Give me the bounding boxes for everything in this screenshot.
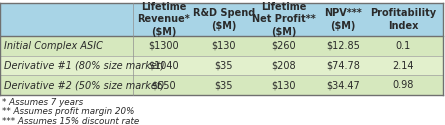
Text: 0.98: 0.98 [392, 80, 414, 90]
Text: $12.85: $12.85 [326, 41, 360, 51]
FancyBboxPatch shape [0, 76, 443, 95]
Text: Initial Complex ASIC: Initial Complex ASIC [4, 41, 103, 51]
Text: $1300: $1300 [149, 41, 179, 51]
Text: ** Assumes profit margin 20%: ** Assumes profit margin 20% [2, 107, 135, 116]
Text: $650: $650 [152, 80, 176, 90]
Text: Lifetime
Revenue*
($M): Lifetime Revenue* ($M) [138, 2, 190, 37]
FancyBboxPatch shape [0, 3, 443, 36]
Text: Lifetime
Net Profit**
($M): Lifetime Net Profit** ($M) [251, 2, 316, 37]
Text: $74.78: $74.78 [326, 60, 360, 70]
Text: Profitability
Index: Profitability Index [370, 8, 436, 31]
Text: Derivative #2 (50% size market): Derivative #2 (50% size market) [4, 80, 165, 90]
FancyBboxPatch shape [0, 36, 443, 56]
Text: 2.14: 2.14 [392, 60, 414, 70]
Text: $130: $130 [271, 80, 296, 90]
Text: $1040: $1040 [149, 60, 179, 70]
Text: 0.1: 0.1 [396, 41, 411, 51]
Text: $34.47: $34.47 [327, 80, 360, 90]
Text: * Assumes 7 years: * Assumes 7 years [2, 98, 83, 107]
Text: Derivative #1 (80% size market): Derivative #1 (80% size market) [4, 60, 165, 70]
Text: $35: $35 [214, 80, 233, 90]
Text: NPV***
($M): NPV*** ($M) [324, 8, 362, 31]
Text: *** Assumes 15% discount rate: *** Assumes 15% discount rate [2, 117, 139, 125]
Text: $208: $208 [271, 60, 296, 70]
Text: $35: $35 [214, 60, 233, 70]
Text: $130: $130 [211, 41, 236, 51]
FancyBboxPatch shape [0, 56, 443, 76]
Text: $260: $260 [271, 41, 296, 51]
Text: R&D Spend
($M): R&D Spend ($M) [193, 8, 255, 31]
